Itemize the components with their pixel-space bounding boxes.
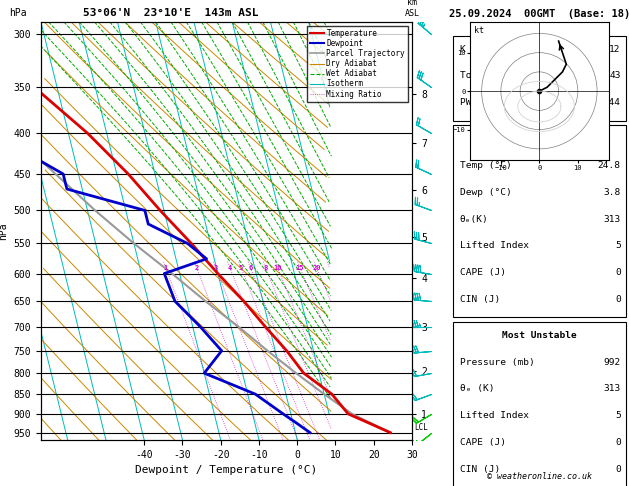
Text: 25.09.2024  00GMT  (Base: 18): 25.09.2024 00GMT (Base: 18) — [448, 9, 629, 19]
Text: 5: 5 — [239, 265, 243, 271]
Text: CAPE (J): CAPE (J) — [460, 438, 506, 447]
Text: Lifted Index: Lifted Index — [460, 411, 529, 420]
Text: hPa: hPa — [9, 8, 27, 17]
Bar — [453, 125, 626, 317]
Text: LCL: LCL — [414, 423, 428, 432]
Text: Totals Totals: Totals Totals — [460, 71, 535, 80]
Text: CAPE (J): CAPE (J) — [460, 268, 506, 277]
Text: Dewp (°C): Dewp (°C) — [460, 188, 511, 197]
Text: 4: 4 — [228, 265, 232, 271]
Text: 43: 43 — [609, 71, 621, 80]
Text: 0: 0 — [615, 268, 621, 277]
Text: 24.8: 24.8 — [598, 161, 621, 170]
Text: Surface: Surface — [520, 134, 559, 143]
Text: Lifted Index: Lifted Index — [460, 241, 529, 250]
Text: 15: 15 — [296, 265, 304, 271]
Bar — [453, 36, 626, 121]
Text: PW (cm): PW (cm) — [460, 98, 500, 107]
Bar — [453, 322, 626, 486]
Text: CIN (J): CIN (J) — [460, 465, 500, 474]
Text: 5: 5 — [615, 241, 621, 250]
Text: km
ASL: km ASL — [404, 0, 420, 17]
Text: 53°06'N  23°10'E  143m ASL: 53°06'N 23°10'E 143m ASL — [83, 8, 259, 17]
Text: 2: 2 — [194, 265, 199, 271]
Text: 3.8: 3.8 — [603, 188, 621, 197]
Legend: Temperature, Dewpoint, Parcel Trajectory, Dry Adiabat, Wet Adiabat, Isotherm, Mi: Temperature, Dewpoint, Parcel Trajectory… — [308, 26, 408, 102]
Text: 313: 313 — [603, 384, 621, 394]
Text: Temp (°C): Temp (°C) — [460, 161, 511, 170]
Text: kt: kt — [474, 26, 484, 35]
Text: © weatheronline.co.uk: © weatheronline.co.uk — [487, 472, 592, 481]
Text: θₑ(K): θₑ(K) — [460, 214, 489, 224]
Text: Most Unstable: Most Unstable — [502, 331, 577, 340]
Text: 0: 0 — [615, 295, 621, 304]
Y-axis label: hPa: hPa — [0, 222, 8, 240]
Text: CIN (J): CIN (J) — [460, 295, 500, 304]
Text: 1.44: 1.44 — [598, 98, 621, 107]
Text: 5: 5 — [615, 411, 621, 420]
Text: 20: 20 — [313, 265, 321, 271]
X-axis label: Dewpoint / Temperature (°C): Dewpoint / Temperature (°C) — [135, 465, 318, 475]
Text: K: K — [460, 45, 465, 53]
Text: 313: 313 — [603, 214, 621, 224]
Text: 12: 12 — [609, 45, 621, 53]
Text: 8: 8 — [264, 265, 268, 271]
Text: 0: 0 — [615, 438, 621, 447]
Text: Pressure (mb): Pressure (mb) — [460, 358, 535, 366]
Text: 10: 10 — [274, 265, 282, 271]
Text: θₑ (K): θₑ (K) — [460, 384, 494, 394]
Text: 3: 3 — [214, 265, 218, 271]
Text: 6: 6 — [248, 265, 253, 271]
Text: 0: 0 — [615, 465, 621, 474]
Text: 992: 992 — [603, 358, 621, 366]
Text: 1: 1 — [164, 265, 168, 271]
